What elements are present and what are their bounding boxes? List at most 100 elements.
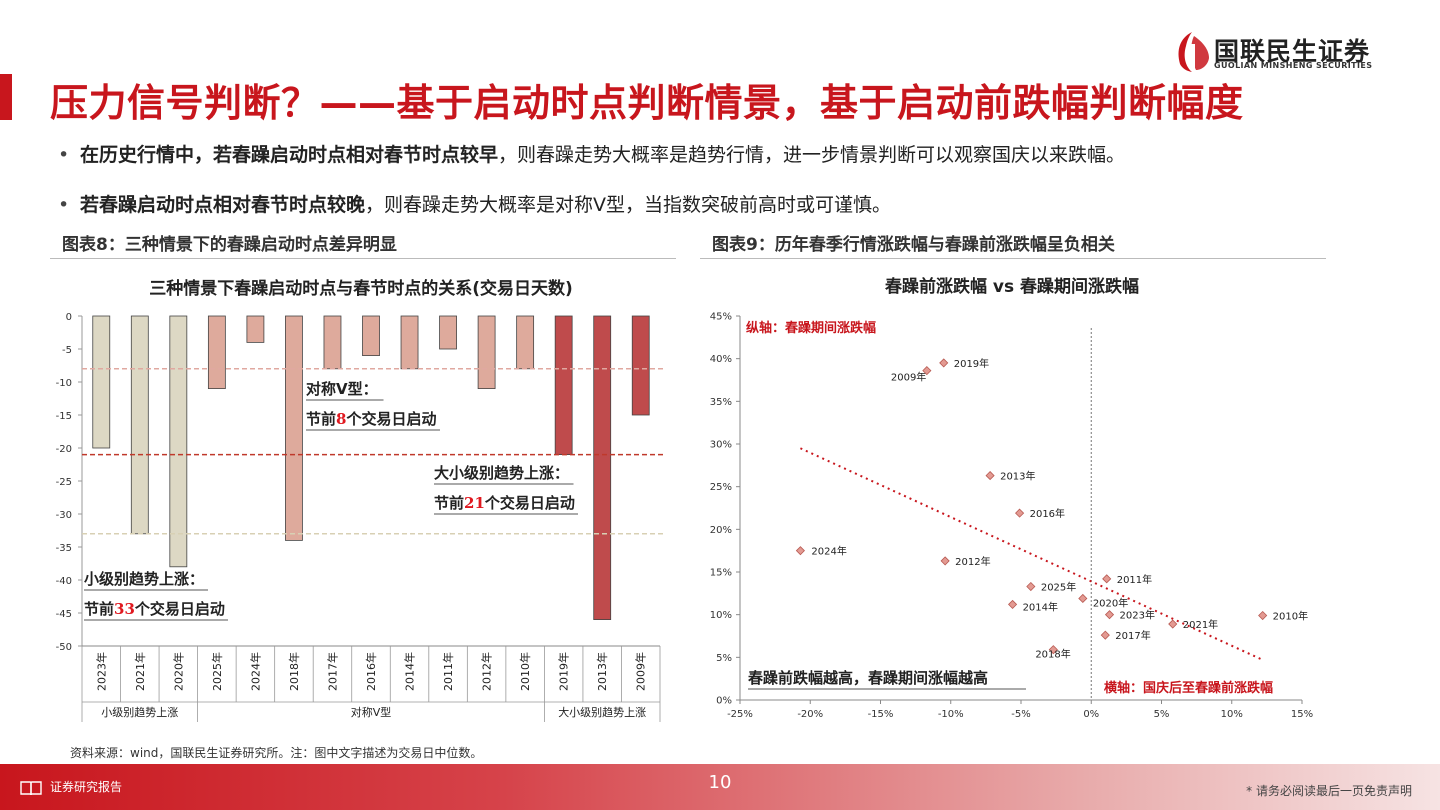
y-tick-label: -30 <box>56 510 72 521</box>
y-tick-label: 15% <box>710 568 732 579</box>
scatter-point <box>1168 619 1178 629</box>
bar <box>246 315 265 343</box>
bar <box>516 315 535 370</box>
company-logo: 国联民生证券 GUOLIAN MINSHENG SECURITIES <box>1172 30 1392 74</box>
category-label: 2014年 <box>403 652 417 691</box>
scatter-point <box>985 471 995 481</box>
point-label: 2011年 <box>1117 573 1152 586</box>
category-label: 2021年 <box>133 652 147 691</box>
logo-emblem-icon <box>1178 32 1209 72</box>
x-tick-label: -20% <box>797 709 823 720</box>
bar <box>169 315 188 568</box>
point-label: 2020年 <box>1093 596 1128 609</box>
scatter-point <box>922 366 932 376</box>
figure-9-caption: 图表9：历年春季行情涨跌幅与春躁前涨跌幅呈负相关 <box>712 235 1115 255</box>
page-number: 10 <box>708 772 732 793</box>
bar <box>631 315 650 416</box>
x-tick-label: -15% <box>868 709 894 720</box>
point-label: 2016年 <box>1030 507 1065 520</box>
group-label: 大小级别趋势上涨 <box>558 705 646 719</box>
point-label: 2025年 <box>1041 581 1076 594</box>
bullet-2-text: ，则春躁走势大概率是对称V型，当指数突破前高时或可谨慎。 <box>365 194 892 216</box>
scatter-point <box>1026 581 1036 592</box>
footer-report-type: 证券研究报告 <box>50 780 123 794</box>
scatter-point <box>1078 593 1088 604</box>
bar <box>130 315 149 535</box>
bar <box>323 315 342 370</box>
category-label: 2010年 <box>518 652 532 691</box>
group-label: 小级别趋势上涨 <box>101 706 178 719</box>
x-axis-note: 横轴：国庆后至春躁前涨跌幅 <box>1104 680 1273 696</box>
y-tick-label: -5 <box>62 345 72 356</box>
x-tick-label: 15% <box>1291 709 1313 720</box>
category-label: 2018年 <box>287 652 301 691</box>
scatter-point <box>1100 630 1110 640</box>
y-tick-label: 0 <box>66 312 72 323</box>
y-tick-label: 30% <box>710 440 732 451</box>
x-tick-label: 0% <box>1083 709 1099 720</box>
y-tick-label: -40 <box>56 576 72 587</box>
category-label: 2019年 <box>557 652 571 691</box>
x-tick-label: -25% <box>727 709 753 720</box>
bullet-2-emphasis: 若春躁启动时点相对春节时点较晚 <box>80 194 366 216</box>
scatter-point <box>1048 645 1058 655</box>
figure-8-caption: 图表8：三种情景下的春躁启动时点差异明显 <box>62 235 397 255</box>
category-label: 2024年 <box>248 652 262 691</box>
scatter-point <box>795 546 805 556</box>
point-label: 2010年 <box>1273 610 1308 623</box>
annotation-text: 节前33个交易日启动 <box>84 600 225 618</box>
scatter-point <box>1015 508 1025 518</box>
point-label: 2023年 <box>1120 609 1155 622</box>
point-label: 2013年 <box>1000 470 1035 483</box>
scatter-point <box>939 358 949 368</box>
book-icon <box>20 780 42 795</box>
trend-line <box>799 447 1264 661</box>
scatter-chart-title: 春躁前涨跌幅 vs 春躁期间涨跌幅 <box>885 276 1139 297</box>
y-tick-label: -50 <box>56 642 72 653</box>
y-tick-label: 10% <box>710 610 732 621</box>
point-label: 2014年 <box>1023 600 1058 613</box>
annotation-heading: 大小级别趋势上涨： <box>434 464 569 482</box>
y-tick-label: 25% <box>710 482 732 493</box>
group-label: 对称V型 <box>351 705 392 719</box>
logo-english-name: GUOLIAN MINSHENG SECURITIES <box>1214 61 1373 70</box>
scatter-point <box>1104 610 1115 620</box>
scatter-chart: 春躁前涨跌幅 vs 春躁期间涨跌幅 0% 5% 10% 15% 20% 25% 30% 35% 4… <box>710 276 1313 720</box>
x-tick-label: 5% <box>1154 709 1170 720</box>
disclaimer-text: * 请务必阅读最后一页免责声明 <box>1246 784 1412 798</box>
y-tick-label: -10 <box>56 378 72 389</box>
bullet-point-2: • 若春躁启动时点相对春节时点较晚，则春躁走势大概率是对称V型，当指数突破前高时或… <box>58 190 891 217</box>
point-label: 2017年 <box>1115 629 1150 642</box>
category-label: 2016年 <box>364 652 378 691</box>
y-tick-label: 0% <box>716 696 732 707</box>
category-label: 2011年 <box>441 652 455 691</box>
category-label: 2020年 <box>171 652 185 691</box>
y-tick-label: 45% <box>710 312 732 323</box>
bullet-dot: • <box>58 194 70 216</box>
annotation-heading: 对称V型： <box>306 380 378 398</box>
bar <box>400 315 419 370</box>
y-tick-label: 5% <box>716 653 732 664</box>
bar <box>439 315 457 350</box>
bar <box>554 315 573 456</box>
bar <box>477 315 496 389</box>
category-label: 2023年 <box>94 652 108 691</box>
y-axis-note: 纵轴：春躁期间涨跌幅 <box>746 320 876 336</box>
category-label: 2013年 <box>595 652 609 691</box>
y-tick-label: -25 <box>56 477 72 488</box>
bar <box>285 315 303 541</box>
point-label: 2009年 <box>891 371 926 384</box>
category-label: 2012年 <box>480 652 494 691</box>
bar <box>593 315 612 621</box>
point-label: 2018年 <box>1035 648 1070 661</box>
bar <box>362 315 380 356</box>
page-title: 压力信号判断？——基于启动时点判断情景，基于启动前跌幅判断幅度 <box>50 81 1244 125</box>
annotation-text: 节前8个交易日启动 <box>306 410 436 428</box>
bar <box>207 315 226 389</box>
bullet-point-1: • 在历史行情中，若春躁启动时点相对春节时点较早，则春躁走势大概率是趋势行情，进一… <box>58 140 1125 167</box>
point-label: 2012年 <box>955 555 990 568</box>
figure-8-divider <box>50 258 676 259</box>
y-tick-label: 40% <box>710 354 732 365</box>
y-tick-label: -15 <box>56 411 72 422</box>
footer-bar: 证券研究报告 10 * 请务必阅读最后一页免责声明 <box>0 764 1440 810</box>
